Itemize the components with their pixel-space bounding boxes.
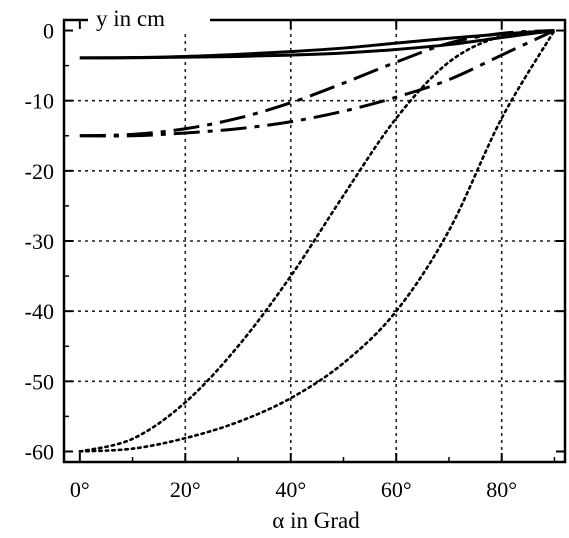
series-layer <box>78 29 556 453</box>
series-line-5 <box>78 29 556 453</box>
tick-labels: 0° 20° 40° 60° 80° 0 -10 -20 -30 -40 -50 -60 <box>25 19 517 502</box>
y-tick-label: -20 <box>25 159 54 184</box>
series-line-2 <box>79 29 555 60</box>
y-tick-label: -50 <box>25 369 54 394</box>
x-tick-label: 40° <box>275 477 306 502</box>
y-tick-label: -60 <box>25 439 54 464</box>
y-tick-label: -30 <box>25 229 54 254</box>
y-tick-label: 0 <box>43 19 54 44</box>
series-line-4 <box>79 29 556 138</box>
x-tick-label: 60° <box>381 477 412 502</box>
x-tick-label: 0° <box>70 477 90 502</box>
ticks <box>64 20 565 462</box>
y-axis-label-background <box>88 8 210 30</box>
y-tick-label: -10 <box>25 89 54 114</box>
x-tick-label: 20° <box>170 477 201 502</box>
x-tick-label: 80° <box>486 477 517 502</box>
series-line-6 <box>78 29 556 453</box>
y-axis-label: y in cm <box>96 6 165 31</box>
x-axis-label: α in Grad <box>272 508 360 533</box>
series-line-3 <box>79 29 555 138</box>
y-tick-label: -40 <box>25 299 54 324</box>
